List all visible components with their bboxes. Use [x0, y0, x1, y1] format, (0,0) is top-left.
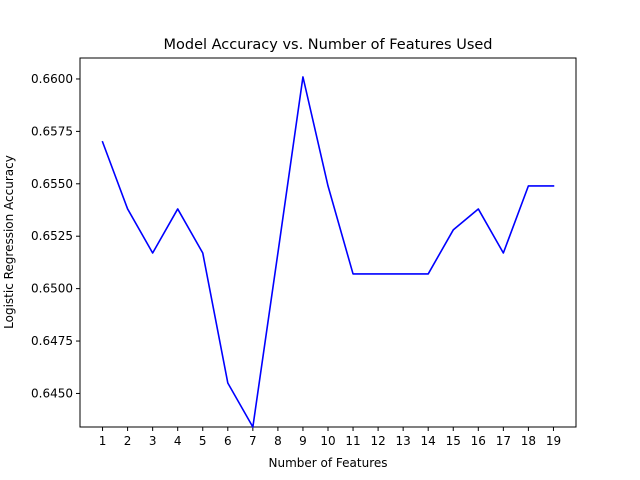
y-tick-label: 0.6550: [31, 177, 73, 191]
x-tick-label: 7: [249, 434, 257, 448]
x-tick-label: 11: [345, 434, 360, 448]
x-tick-label: 4: [174, 434, 182, 448]
x-tick-label: 17: [496, 434, 511, 448]
series-line: [101, 76, 555, 428]
series-group: [101, 76, 555, 428]
y-tick-label: 0.6450: [31, 386, 73, 400]
y-tick-label: 0.6500: [31, 282, 73, 296]
x-axis: 1 2 3 4 5 6 7 8 9 10 11 12 13 14 15 16 17 18 19: [99, 427, 561, 448]
x-tick-label: 14: [421, 434, 436, 448]
x-tick-label: 18: [521, 434, 536, 448]
plot-area: [79, 57, 577, 428]
x-tick-label: 8: [274, 434, 282, 448]
x-tick-label: 2: [124, 434, 132, 448]
x-tick-label: 16: [471, 434, 486, 448]
y-tick-label: 0.6575: [31, 124, 73, 138]
x-axis-label: Number of Features: [269, 456, 388, 470]
y-axis-label: Logistic Regression Accuracy: [2, 155, 16, 329]
y-tick-label: 0.6600: [31, 72, 73, 86]
y-axis: 0.6450 0.6475 0.6500 0.6525 0.6550 0.6575 0.66…: [31, 72, 80, 400]
y-tick-label: 0.6475: [31, 334, 73, 348]
chart-title: Model Accuracy vs. Number of Features Us…: [164, 37, 493, 53]
x-tick-label: 19: [546, 434, 561, 448]
x-tick-label: 6: [224, 434, 232, 448]
x-tick-label: 9: [299, 434, 307, 448]
x-tick-label: 1: [99, 434, 107, 448]
y-tick-label: 0.6525: [31, 229, 73, 243]
x-tick-label: 10: [320, 434, 335, 448]
x-tick-label: 12: [370, 434, 385, 448]
x-tick-label: 15: [446, 434, 461, 448]
x-tick-label: 13: [396, 434, 411, 448]
x-tick-label: 5: [199, 434, 207, 448]
x-tick-label: 3: [149, 434, 157, 448]
